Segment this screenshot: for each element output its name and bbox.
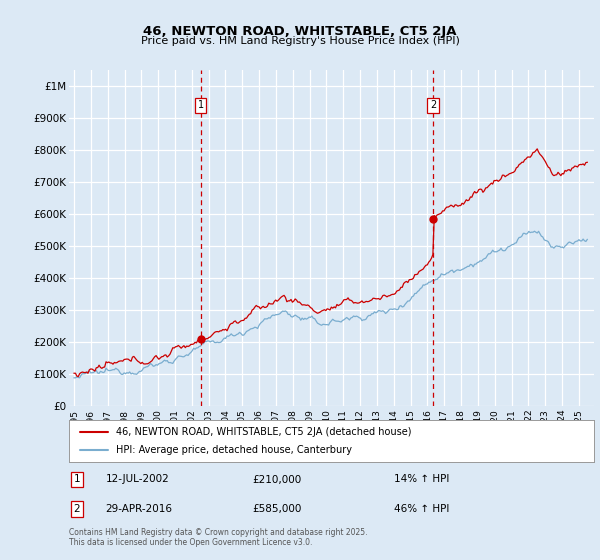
- Text: 14% ↑ HPI: 14% ↑ HPI: [395, 474, 450, 484]
- Text: 46, NEWTON ROAD, WHITSTABLE, CT5 2JA: 46, NEWTON ROAD, WHITSTABLE, CT5 2JA: [143, 25, 457, 38]
- Text: 2: 2: [430, 100, 436, 110]
- Text: HPI: Average price, detached house, Canterbury: HPI: Average price, detached house, Cant…: [116, 445, 352, 455]
- Text: 46% ↑ HPI: 46% ↑ HPI: [395, 504, 450, 514]
- Text: 1: 1: [74, 474, 80, 484]
- Text: 46, NEWTON ROAD, WHITSTABLE, CT5 2JA (detached house): 46, NEWTON ROAD, WHITSTABLE, CT5 2JA (de…: [116, 427, 412, 437]
- Text: Price paid vs. HM Land Registry's House Price Index (HPI): Price paid vs. HM Land Registry's House …: [140, 36, 460, 46]
- Text: £210,000: £210,000: [253, 474, 302, 484]
- Text: 2: 2: [74, 504, 80, 514]
- Text: Contains HM Land Registry data © Crown copyright and database right 2025.
This d: Contains HM Land Registry data © Crown c…: [69, 528, 367, 547]
- Text: 12-JUL-2002: 12-JUL-2002: [106, 474, 170, 484]
- Text: £585,000: £585,000: [253, 504, 302, 514]
- Text: 1: 1: [197, 100, 204, 110]
- Text: 29-APR-2016: 29-APR-2016: [106, 504, 173, 514]
